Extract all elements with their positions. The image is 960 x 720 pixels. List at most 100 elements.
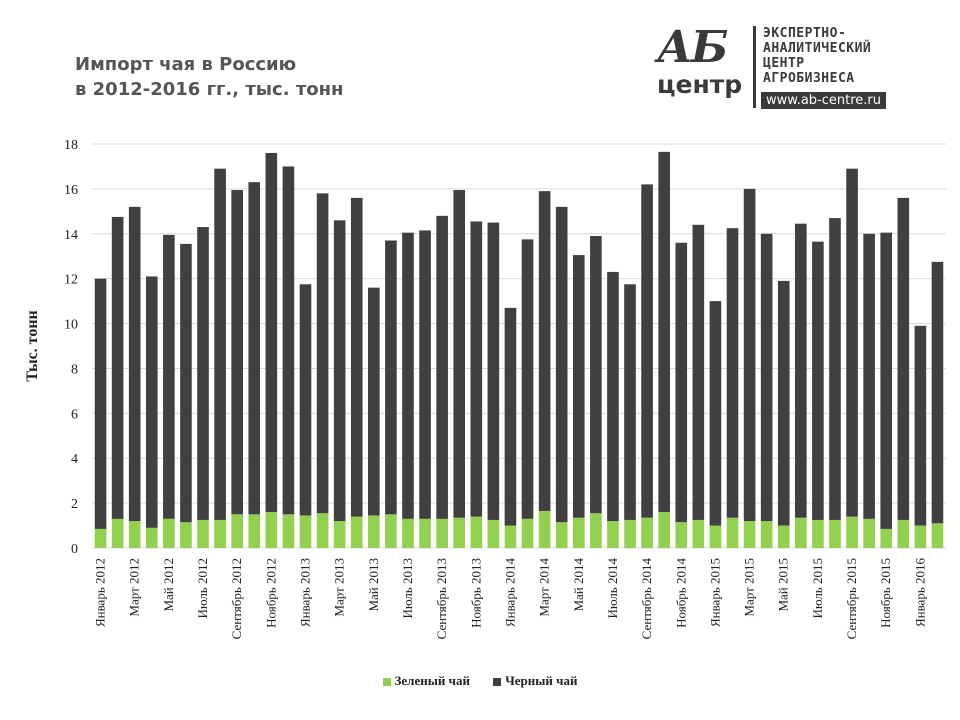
x-tick-label: Ноябрь 2015 [878,558,893,628]
x-tick-label: Май 2012 [161,558,176,612]
bar-black-tea [316,193,329,514]
y-axis-label: Тыс. тонн [24,310,41,382]
bar-black-tea [333,220,346,522]
bar-green-tea [111,518,124,548]
legend-label-black-tea: Черный чай [505,673,578,688]
x-tick-label: Январь 2013 [298,558,313,627]
bar-black-tea [180,243,192,523]
x-tick-label: Январь 2012 [93,558,108,627]
bar-green-tea [829,519,841,548]
bar-green-tea [812,519,824,548]
x-tick-label: Сентябрь 2014 [639,558,654,640]
bar-black-tea [760,233,773,522]
bar-black-tea [914,325,927,526]
y-tick-label: 16 [64,183,78,198]
bar-black-tea [777,280,790,526]
legend-swatch-black [493,678,502,687]
y-tick-label: 6 [71,407,78,422]
bar-black-tea [350,197,363,517]
logo-separator [753,26,756,108]
bar-green-tea [521,518,534,548]
bar-black-tea [846,168,858,517]
bar-green-tea [368,515,380,548]
bar-black-tea [829,218,841,520]
x-tick-label: Январь 2015 [707,558,722,627]
bar-black-tea [743,188,756,522]
bar-black-tea [795,223,807,518]
x-tick-label: Июль 2012 [195,558,210,618]
bar-black-tea [436,215,448,519]
bar-black-tea [282,166,295,515]
bar-green-tea [863,518,875,548]
bar-black-tea [402,232,414,519]
bar-black-tea [163,234,175,519]
bar-green-tea [675,522,688,548]
y-tick-label: 14 [64,228,78,243]
bar-green-tea [795,517,807,548]
bar-green-tea [231,514,243,548]
bar-green-tea [470,516,483,548]
x-tick-label: Май 2013 [366,558,381,612]
bar-black-tea [555,206,568,523]
bar-green-tea [777,525,790,548]
bar-black-tea [658,151,670,513]
bar-green-tea [145,527,158,548]
bar-black-tea [214,168,226,520]
bar-green-tea [658,512,670,548]
bar-black-tea [624,284,636,520]
x-tick-label: Сентябрь 2013 [434,558,449,639]
bar-green-tea [248,514,261,548]
bar-black-tea [863,233,875,519]
x-tick-label: Ноябрь 2012 [263,558,278,628]
bar-green-tea [590,513,602,548]
ab-centre-logo: АБ центр ЭКСПЕРТНО- АНАЛИТИЧЕСКИЙ ЦЕНТР … [655,22,930,114]
x-tick-label: Июль 2015 [810,558,825,618]
bar-black-tea [145,276,158,528]
logo-line3: ЦЕНТР [763,56,805,71]
bar-black-tea [197,227,209,520]
legend-swatch-green [382,678,391,687]
bar-green-tea [624,519,636,548]
bar-green-tea [760,521,773,548]
bar-black-tea [709,301,722,526]
logo-line1: ЭКСПЕРТНО- [763,26,847,41]
x-tick-label: Март 2015 [742,558,757,617]
x-tick-label: Сентябрь 2015 [844,558,859,639]
bar-green-tea [197,519,209,548]
bar-green-tea [726,517,739,548]
bar-green-tea [572,517,585,548]
bar-black-tea [692,224,705,520]
bar-black-tea [385,240,397,515]
x-tick-label: Ноябрь 2014 [673,558,688,628]
bar-green-tea [504,525,517,548]
x-tick-label: Январь 2014 [502,558,517,628]
bar-green-tea [333,521,346,548]
bar-green-tea [128,521,141,548]
bar-black-tea [897,197,910,520]
x-tick-label: Март 2013 [332,558,347,617]
bar-black-tea [880,232,893,529]
bar-green-tea [436,518,448,548]
bar-green-tea [846,516,858,548]
logo-url: www.ab-centre.ru [761,92,887,109]
x-tick-label: Март 2012 [127,558,142,617]
logo-line4: АГРОБИЗНЕСА [763,71,855,86]
bar-green-tea [641,517,653,548]
bar-black-tea [368,287,380,516]
bar-green-tea [743,521,756,548]
bar-green-tea [419,518,431,548]
bar-green-tea [214,519,226,548]
bar-green-tea [350,516,363,548]
chart-title-line2: в 2012-2016 гг., тыс. тонн [75,79,344,100]
bar-green-tea [880,528,893,548]
bar-black-tea [590,236,602,514]
x-tick-label: Сентябрь 2012 [229,558,244,639]
y-tick-label: 8 [71,362,78,377]
x-tick-label: Май 2015 [776,558,791,612]
bar-black-tea [94,278,107,529]
bar-black-tea [265,152,278,513]
chart-title-line1: Импорт чая в Россию [75,54,297,75]
bar-green-tea [453,517,466,548]
legend-item-black-tea: Черный чай [493,673,577,689]
